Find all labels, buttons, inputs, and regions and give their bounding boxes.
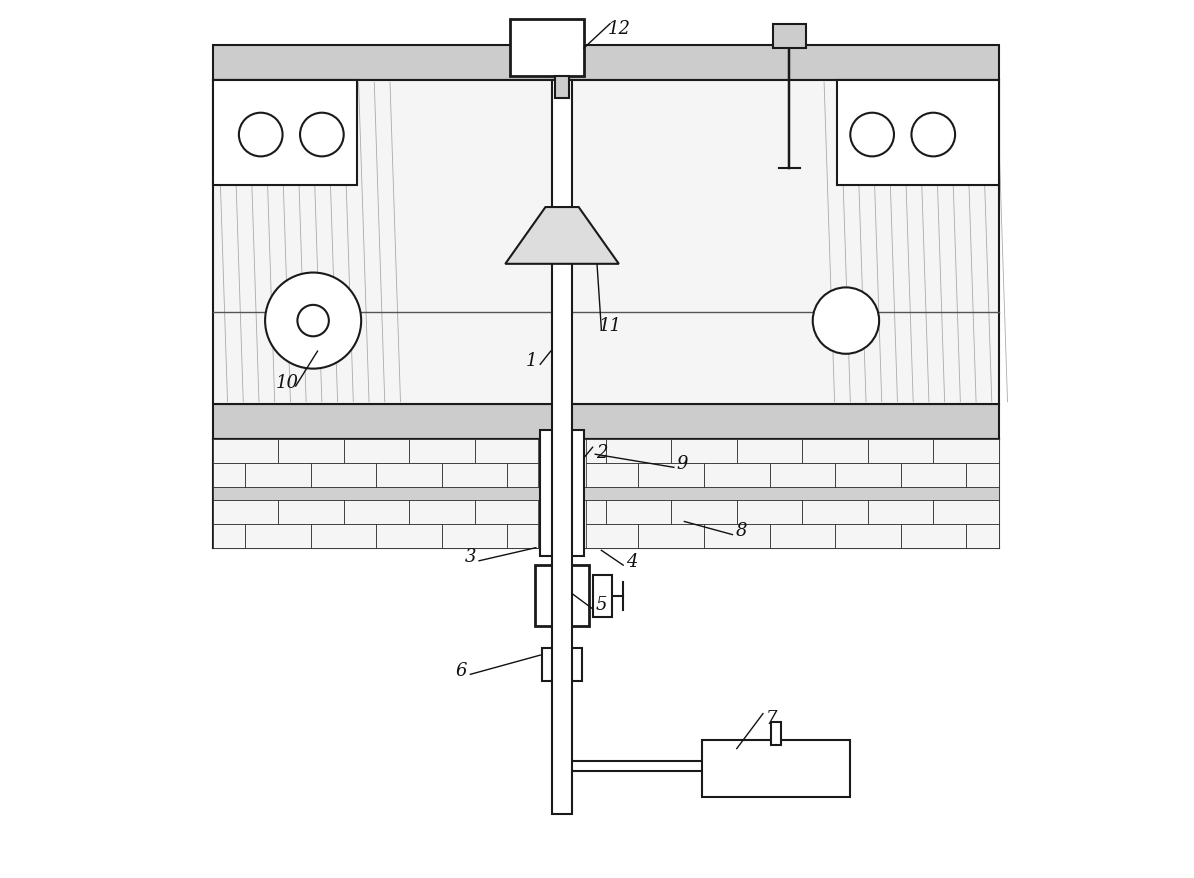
Bar bbox=[835, 524, 900, 548]
Bar bbox=[213, 82, 999, 404]
Bar bbox=[278, 439, 344, 463]
Bar bbox=[344, 439, 410, 463]
Bar bbox=[737, 439, 802, 463]
Bar bbox=[585, 500, 605, 524]
Bar bbox=[213, 404, 999, 439]
Circle shape bbox=[850, 113, 894, 157]
Bar bbox=[507, 524, 538, 548]
Circle shape bbox=[300, 113, 344, 157]
Bar bbox=[475, 439, 538, 463]
Bar bbox=[213, 47, 999, 82]
Bar bbox=[556, 681, 567, 766]
Bar bbox=[535, 565, 589, 627]
Text: 8: 8 bbox=[736, 522, 747, 540]
Bar bbox=[592, 575, 611, 617]
Bar bbox=[639, 463, 704, 487]
Bar bbox=[310, 524, 376, 548]
Bar bbox=[704, 463, 769, 487]
Bar bbox=[510, 20, 584, 77]
Bar bbox=[213, 524, 246, 548]
Bar bbox=[410, 439, 475, 463]
Bar bbox=[585, 463, 639, 487]
Circle shape bbox=[911, 113, 955, 157]
Bar bbox=[802, 500, 868, 524]
Bar bbox=[802, 439, 868, 463]
Bar bbox=[542, 648, 581, 681]
Bar bbox=[737, 500, 802, 524]
Text: 5: 5 bbox=[596, 596, 607, 614]
Bar bbox=[966, 524, 999, 548]
Text: 1: 1 bbox=[525, 351, 537, 370]
Bar bbox=[585, 439, 605, 463]
Bar bbox=[278, 500, 344, 524]
Bar bbox=[376, 524, 442, 548]
Bar bbox=[344, 500, 410, 524]
Bar bbox=[310, 463, 376, 487]
Bar bbox=[553, 82, 572, 814]
Bar bbox=[771, 723, 781, 745]
Bar bbox=[475, 500, 538, 524]
Bar bbox=[837, 82, 999, 186]
Bar bbox=[213, 439, 999, 548]
Bar bbox=[507, 463, 538, 487]
Text: 10: 10 bbox=[276, 373, 298, 392]
Polygon shape bbox=[505, 208, 618, 264]
Text: 12: 12 bbox=[608, 20, 630, 38]
Bar bbox=[442, 524, 507, 548]
Bar bbox=[966, 463, 999, 487]
Text: 9: 9 bbox=[677, 455, 689, 472]
Bar bbox=[555, 77, 570, 98]
Bar bbox=[246, 463, 310, 487]
Bar bbox=[900, 524, 966, 548]
Bar bbox=[605, 439, 671, 463]
Bar bbox=[934, 500, 999, 524]
Bar bbox=[900, 463, 966, 487]
Text: 11: 11 bbox=[598, 317, 622, 335]
Bar bbox=[702, 740, 850, 796]
Bar bbox=[934, 439, 999, 463]
Bar bbox=[773, 25, 806, 49]
Circle shape bbox=[813, 288, 879, 355]
Bar bbox=[442, 463, 507, 487]
Bar bbox=[376, 463, 442, 487]
Bar bbox=[704, 524, 769, 548]
Bar bbox=[213, 463, 246, 487]
Bar bbox=[639, 524, 704, 548]
Text: 3: 3 bbox=[464, 548, 476, 565]
Circle shape bbox=[239, 113, 283, 157]
Text: 4: 4 bbox=[626, 552, 638, 570]
Bar bbox=[213, 439, 278, 463]
Bar bbox=[585, 524, 639, 548]
Bar bbox=[540, 430, 584, 557]
Circle shape bbox=[265, 273, 361, 370]
Bar bbox=[671, 500, 737, 524]
Bar bbox=[213, 487, 999, 500]
Bar bbox=[868, 500, 934, 524]
Bar bbox=[246, 524, 310, 548]
Bar bbox=[769, 463, 835, 487]
Bar bbox=[213, 82, 357, 186]
Text: 2: 2 bbox=[596, 443, 607, 461]
Bar bbox=[769, 524, 835, 548]
Bar bbox=[556, 761, 781, 772]
Text: 7: 7 bbox=[765, 709, 777, 727]
Bar bbox=[410, 500, 475, 524]
Circle shape bbox=[297, 306, 328, 337]
Bar bbox=[605, 500, 671, 524]
Text: 6: 6 bbox=[456, 661, 467, 680]
Bar bbox=[835, 463, 900, 487]
Bar bbox=[671, 439, 737, 463]
Bar bbox=[868, 439, 934, 463]
Bar bbox=[213, 500, 278, 524]
